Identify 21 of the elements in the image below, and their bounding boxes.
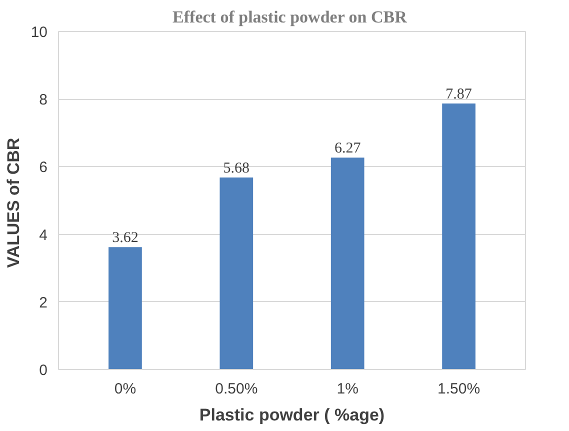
x-tick-label: 0%: [114, 380, 136, 398]
bar: [442, 103, 476, 370]
x-axis-title: Plastic powder ( %age): [199, 406, 385, 424]
y-axis-title: VALUES of CBR: [4, 138, 23, 268]
data-label: 5.68: [223, 160, 250, 177]
bar: [220, 178, 254, 370]
data-label: 6.27: [334, 140, 362, 157]
y-tick-label: 10: [30, 24, 48, 41]
data-label: 3.62: [112, 230, 138, 246]
chart-title: Effect of plastic powder on CBR: [172, 8, 408, 26]
bar: [330, 158, 364, 370]
y-tick-label: 4: [39, 226, 48, 244]
bar: [108, 247, 142, 370]
y-tick-label: 2: [39, 294, 48, 312]
data-label: 7.87: [446, 86, 472, 102]
y-tick-label: 0: [39, 362, 48, 379]
x-tick-label: 1%: [336, 380, 358, 398]
x-tick-label: 0.50%: [215, 380, 258, 398]
y-tick-label: 8: [39, 92, 48, 109]
x-tick-label: 1.50%: [438, 380, 480, 398]
y-tick-label: 6: [39, 159, 48, 176]
